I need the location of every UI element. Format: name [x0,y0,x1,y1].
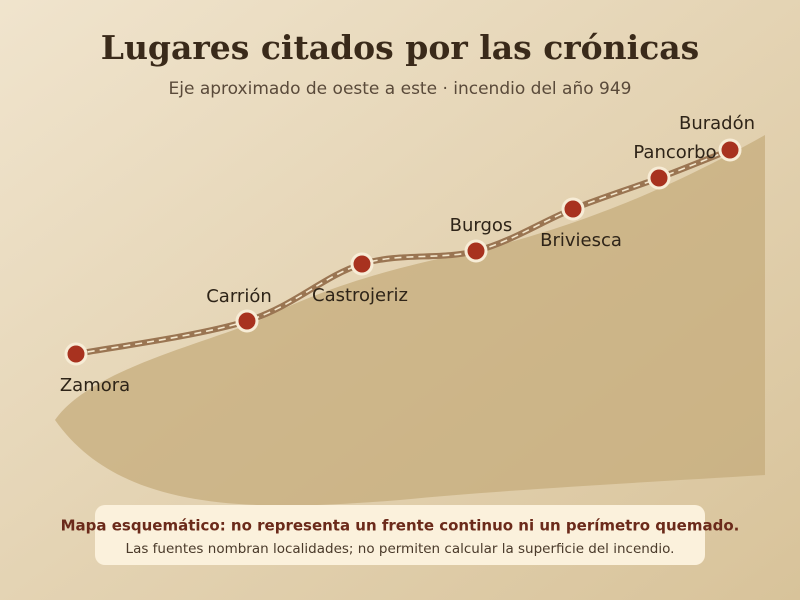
place-label: Burgos [450,215,513,236]
place-label: Carrión [206,286,272,307]
place-marker [350,252,374,276]
place-label: Briviesca [540,230,622,251]
place-marker [64,342,88,366]
terrain [55,135,765,506]
note-warning: Mapa esquemático: no representa un frent… [61,517,740,535]
title: Lugares citados por las crónicas [101,28,700,67]
note-box [95,505,705,565]
place-label: Zamora [60,375,130,396]
place-marker [464,239,488,263]
place-label: Castrojeriz [312,285,408,306]
note-text: Las fuentes nombran localidades; no perm… [126,541,675,557]
place-marker [561,197,585,221]
subtitle: Eje aproximado de oeste a este · incendi… [169,79,632,99]
place-label: Pancorbo [633,142,716,163]
place-label: Buradón [679,113,755,134]
place-marker [235,309,259,333]
route: Zamora Carrión Castrojeriz Burgos Briviesca P… [60,113,755,396]
place-marker [718,138,742,162]
place-marker [647,166,671,190]
